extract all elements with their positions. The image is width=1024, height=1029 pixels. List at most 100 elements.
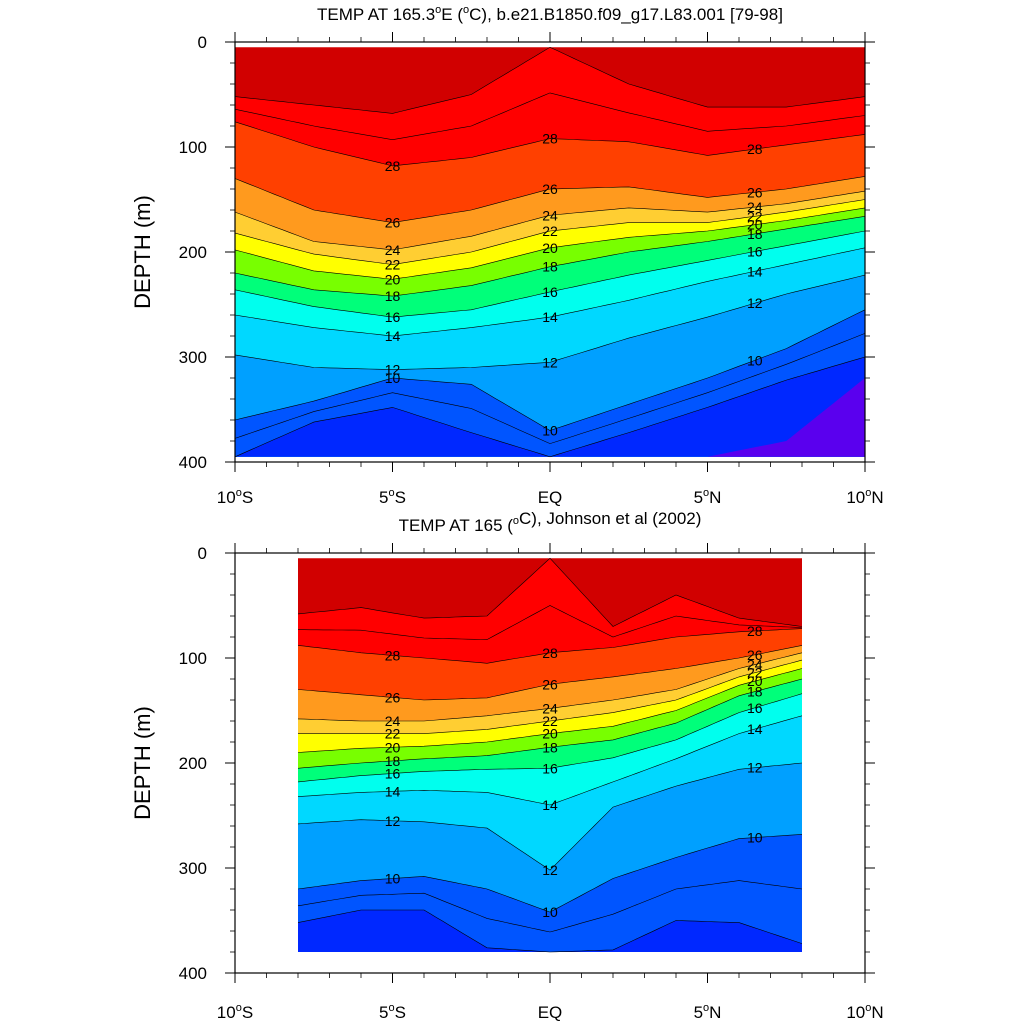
contour-label-22: 22 <box>385 257 401 273</box>
contour-line-24 <box>234 190 866 251</box>
chart-title: TEMP AT 165.3oE (oC), b.e21.B1850.f09_g1… <box>317 4 783 24</box>
contour-label-14: 14 <box>542 309 558 325</box>
contour-label-22: 22 <box>542 223 558 239</box>
contour-line-16 <box>297 693 803 783</box>
contour-label-14: 14 <box>542 797 558 813</box>
contour-label-18: 18 <box>542 259 558 275</box>
contour-label-10: 10 <box>385 871 401 887</box>
contour-line-10 <box>234 309 866 431</box>
contour-line-28 <box>297 628 803 664</box>
x-tick-label: 10oS <box>217 1002 253 1022</box>
contour-label-16: 16 <box>542 760 558 776</box>
contour-label-28: 28 <box>747 141 763 157</box>
contour-line-18 <box>234 216 866 297</box>
y-tick-label: 100 <box>179 138 207 157</box>
contour-line-9 <box>297 909 803 953</box>
contour-label-12: 12 <box>385 362 401 378</box>
y-tick-label: 200 <box>179 243 207 262</box>
contour-line-9.5 <box>234 333 866 444</box>
y-tick-label: 0 <box>198 544 207 563</box>
contour-line-28 <box>234 121 866 167</box>
y-axis-label: DEPTH (m) <box>130 706 155 820</box>
x-tick-label: 10oN <box>846 487 883 507</box>
contour-label-12: 12 <box>747 295 763 311</box>
chart-title: TEMP AT 165 (oC), Johnson et al (2002) <box>399 509 702 535</box>
contour-label-14: 14 <box>747 721 763 737</box>
contour-label-10: 10 <box>542 904 558 920</box>
contour-label-20: 20 <box>747 217 763 233</box>
contour-label-14: 14 <box>385 783 401 799</box>
contour-label-20: 20 <box>385 271 401 287</box>
contour-label-28: 28 <box>747 623 763 639</box>
contour-label-28: 28 <box>385 647 401 663</box>
contour-label-18: 18 <box>542 739 558 755</box>
contour-label-16: 16 <box>747 244 763 260</box>
contour-label-26: 26 <box>542 181 558 197</box>
contour-label-24: 24 <box>385 242 401 258</box>
y-tick-label: 200 <box>179 754 207 773</box>
contour-label-22: 22 <box>747 665 763 681</box>
contour-label-22: 22 <box>385 726 401 742</box>
x-tick-label: 10oS <box>217 487 253 507</box>
contour-line-14 <box>297 715 803 806</box>
contour-label-18: 18 <box>385 753 401 769</box>
contour-line-16 <box>234 230 866 318</box>
contour-line-28.5 <box>234 92 866 141</box>
x-tick-label: 5oN <box>694 487 722 507</box>
contour-line-12 <box>297 762 803 871</box>
contour-line-29 <box>234 46 866 114</box>
contour-band-9 <box>235 357 865 457</box>
contour-band-8 <box>235 378 865 457</box>
contour-label-16: 16 <box>385 309 401 325</box>
contour-label-24: 24 <box>542 207 558 223</box>
contour-label-22: 22 <box>542 713 558 729</box>
contour-line-14 <box>234 247 866 337</box>
contour-label-14: 14 <box>385 328 401 344</box>
contour-label-14: 14 <box>747 263 763 279</box>
contour-line-9.5 <box>297 880 803 933</box>
contour-line-29 <box>297 557 803 627</box>
contour-label-16: 16 <box>747 700 763 716</box>
contour-label-20: 20 <box>747 673 763 689</box>
contour-line-9 <box>234 356 866 458</box>
contour-line-22 <box>234 199 866 265</box>
contour-label-22: 22 <box>747 208 763 224</box>
contour-label-10: 10 <box>542 423 558 439</box>
contour-label-18: 18 <box>385 288 401 304</box>
x-tick-label: EQ <box>538 488 563 507</box>
contour-line-24 <box>297 652 803 722</box>
contour-label-28: 28 <box>542 645 558 661</box>
y-tick-label: 400 <box>179 964 207 983</box>
contour-line-10 <box>297 834 803 913</box>
y-tick-label: 300 <box>179 859 207 878</box>
contour-line-20 <box>234 207 866 280</box>
y-tick-label: 0 <box>198 33 207 52</box>
contour-label-20: 20 <box>385 739 401 755</box>
x-tick-label: 5oS <box>379 1002 406 1022</box>
contour-label-10: 10 <box>747 830 763 846</box>
contour-label-12: 12 <box>747 760 763 776</box>
contour-label-12: 12 <box>542 862 558 878</box>
contour-label-18: 18 <box>747 226 763 242</box>
contour-label-24: 24 <box>542 700 558 716</box>
contour-label-26: 26 <box>747 184 763 200</box>
contour-label-28: 28 <box>385 158 401 174</box>
y-tick-label: 100 <box>179 649 207 668</box>
contour-label-24: 24 <box>747 657 763 673</box>
contour-label-26: 26 <box>385 689 401 705</box>
contour-label-26: 26 <box>385 215 401 231</box>
contour-label-24: 24 <box>385 713 401 729</box>
contour-line-22 <box>298 659 803 734</box>
y-tick-label: 400 <box>179 453 207 472</box>
y-tick-label: 300 <box>179 348 207 367</box>
contour-label-24: 24 <box>747 199 763 215</box>
contour-line-12 <box>234 274 866 370</box>
contour-line-18 <box>297 678 803 769</box>
contour-label-12: 12 <box>542 354 558 370</box>
contour-label-12: 12 <box>385 813 401 829</box>
contour-label-20: 20 <box>542 726 558 742</box>
contour-line-26 <box>297 645 803 701</box>
